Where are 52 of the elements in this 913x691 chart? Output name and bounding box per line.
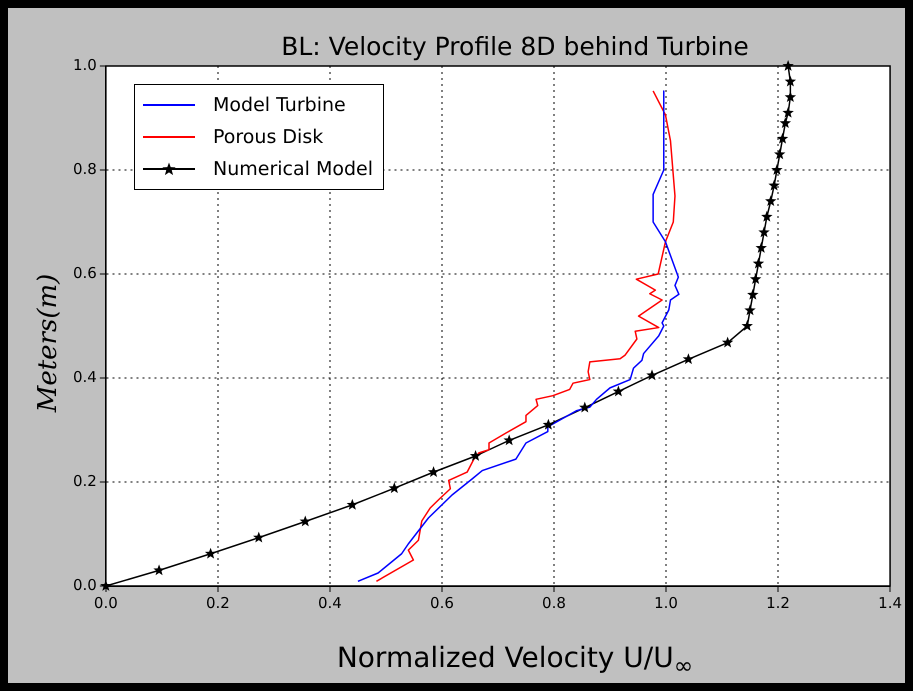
point xyxy=(744,304,756,316)
point xyxy=(722,336,734,348)
y-tick-label: 0.8 xyxy=(72,160,97,178)
point xyxy=(646,369,658,380)
x-tick-label: 1.4 xyxy=(878,594,902,612)
point xyxy=(752,258,764,268)
point xyxy=(204,548,216,559)
y-tick-label: 1.0 xyxy=(72,56,97,74)
legend-label: Numerical Model xyxy=(213,158,373,180)
x-tick-label: 0.6 xyxy=(430,594,454,612)
point xyxy=(388,482,400,494)
point xyxy=(761,210,773,222)
point xyxy=(253,532,264,542)
x-tick-label: 0.0 xyxy=(94,594,118,612)
point xyxy=(428,466,440,477)
point xyxy=(503,434,515,446)
point xyxy=(776,132,788,144)
point xyxy=(771,164,783,175)
point xyxy=(346,498,358,510)
y-tick-label: 0.2 xyxy=(72,472,97,490)
point xyxy=(300,516,311,526)
point xyxy=(756,242,767,253)
point xyxy=(780,117,792,128)
legend-label: Model Turbine xyxy=(213,94,346,116)
point xyxy=(784,76,796,86)
point xyxy=(774,148,786,160)
chart-title: BL: Velocity Profile 8D behind Turbine xyxy=(280,32,750,61)
point xyxy=(782,106,794,118)
point xyxy=(682,353,694,364)
y-axis-title: Meters(m) xyxy=(33,272,63,415)
point xyxy=(765,195,776,206)
point xyxy=(470,450,482,461)
x-tick-label: 1.0 xyxy=(654,594,678,612)
x-tick-label: 1.2 xyxy=(766,594,790,612)
point xyxy=(747,288,759,300)
point xyxy=(153,564,165,576)
y-tick-label: 0.6 xyxy=(72,264,97,282)
x-tick-label: 0.2 xyxy=(206,594,230,612)
point xyxy=(742,320,753,331)
legend-label: Porous Disk xyxy=(213,126,324,148)
y-tick-label: 0.4 xyxy=(72,368,97,386)
point xyxy=(542,418,554,430)
point xyxy=(579,402,590,412)
point xyxy=(758,226,770,238)
point xyxy=(784,91,796,102)
x-tick-label: 0.4 xyxy=(318,594,342,612)
x-axis-title: Normalized Velocity U/U$_{∞}$ xyxy=(336,641,694,680)
x-tick-label: 0.8 xyxy=(542,594,566,612)
point xyxy=(768,180,780,190)
y-tick-label: 0.0 xyxy=(72,576,97,594)
point xyxy=(750,273,762,284)
point xyxy=(612,386,624,396)
